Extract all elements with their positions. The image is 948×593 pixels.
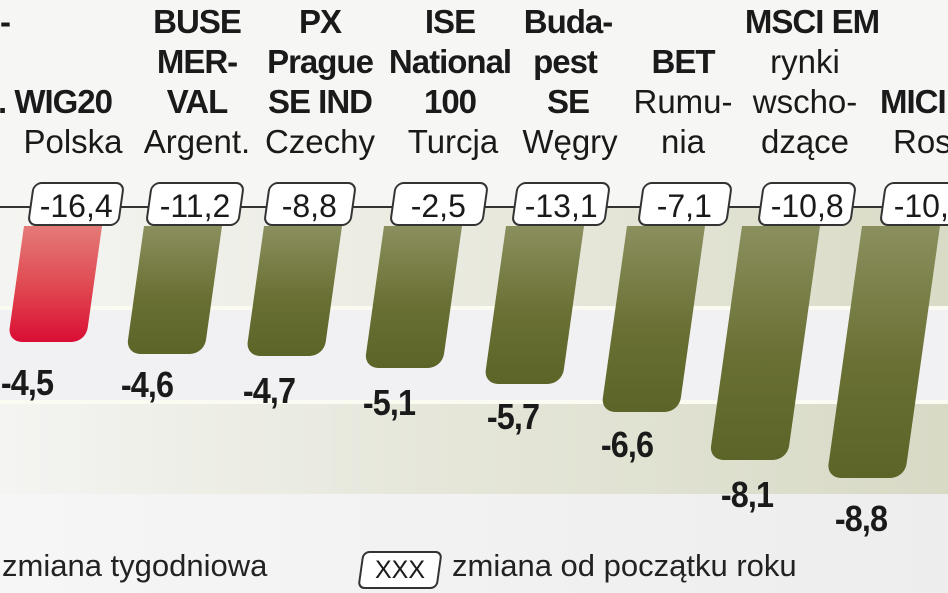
index-label: PX bbox=[298, 3, 342, 40]
band-separator bbox=[0, 400, 948, 404]
country-label: Polska bbox=[23, 123, 123, 160]
country-label: rynki bbox=[770, 43, 840, 80]
index-label: . WIG20 bbox=[0, 83, 113, 120]
country-label: Turcja bbox=[407, 123, 499, 160]
index-label: ISE bbox=[424, 3, 476, 40]
weekly-change-value: -4,6 bbox=[120, 364, 174, 405]
ytd-change-box: -13,1 bbox=[510, 182, 612, 226]
index-label: VAL bbox=[166, 83, 229, 120]
ytd-change-box: -10,8 bbox=[756, 182, 858, 226]
index-label: Buda- bbox=[523, 3, 614, 40]
index-label: SE IND bbox=[267, 83, 373, 120]
index-label: SE bbox=[546, 83, 590, 120]
legend-ytd-box-sample: XXX bbox=[357, 551, 443, 589]
ytd-change-box: -7,1 bbox=[636, 182, 734, 226]
index-label: - bbox=[0, 3, 11, 40]
weekly-change-value: -6,6 bbox=[600, 424, 654, 465]
index-label: MSCI EM bbox=[744, 3, 880, 40]
country-label: wscho- bbox=[752, 83, 858, 120]
index-label: MICI bbox=[880, 83, 947, 120]
ytd-change-box: -8,8 bbox=[262, 182, 358, 226]
band-separator bbox=[0, 306, 948, 310]
index-label: BUSE bbox=[153, 3, 242, 40]
legend-ytd-label: zmiana od początku roku bbox=[452, 548, 797, 583]
weekly-change-value: -4,7 bbox=[242, 370, 296, 411]
country-label: Rumu- bbox=[633, 83, 733, 120]
background-band bbox=[0, 494, 948, 593]
country-label: dzące bbox=[760, 123, 850, 160]
ytd-change-box: -10, bbox=[878, 182, 948, 226]
index-label: BET bbox=[651, 43, 716, 80]
legend-weekly-label: zmiana tygodniowa bbox=[2, 548, 268, 583]
weekly-change-value: -8,1 bbox=[720, 474, 774, 515]
weekly-change-value: -4,5 bbox=[0, 362, 54, 403]
country-label: Czechy bbox=[264, 123, 376, 160]
weekly-change-bar bbox=[7, 226, 102, 342]
weekly-change-value: -8,8 bbox=[834, 498, 888, 539]
country-label: Argent. bbox=[143, 123, 251, 160]
index-label: Prague bbox=[267, 43, 374, 80]
country-label: Ros bbox=[893, 123, 948, 160]
index-label: National bbox=[388, 43, 512, 80]
ytd-change-box: -11,2 bbox=[144, 182, 246, 226]
country-label: nia bbox=[660, 123, 706, 160]
index-label: MER- bbox=[156, 43, 238, 80]
index-label: 100 bbox=[423, 83, 477, 120]
index-label: pest bbox=[533, 43, 598, 80]
country-label: Węgry bbox=[522, 123, 618, 160]
ytd-change-box: -2,5 bbox=[388, 182, 490, 226]
weekly-change-value: -5,7 bbox=[486, 396, 540, 437]
ytd-change-box: -16,4 bbox=[26, 182, 126, 226]
background-band bbox=[0, 404, 948, 494]
weekly-change-value: -5,1 bbox=[362, 382, 416, 423]
